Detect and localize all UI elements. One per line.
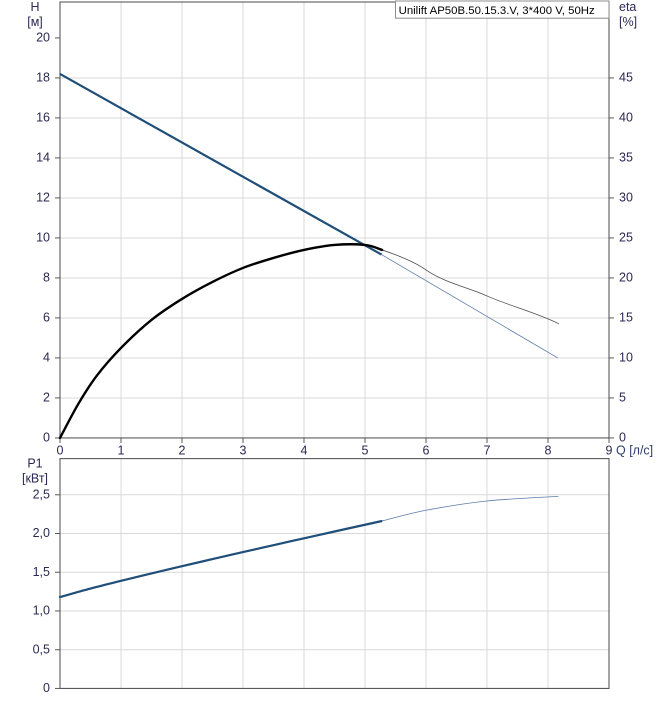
- svg-text:20: 20: [36, 31, 50, 45]
- svg-text:16: 16: [36, 111, 50, 125]
- svg-text:eta: eta: [619, 0, 636, 14]
- svg-text:8: 8: [545, 444, 552, 458]
- svg-text:20: 20: [619, 271, 633, 285]
- svg-text:8: 8: [43, 271, 50, 285]
- svg-text:9: 9: [606, 444, 613, 458]
- svg-text:2,0: 2,0: [33, 526, 50, 540]
- svg-text:7: 7: [484, 444, 491, 458]
- svg-text:14: 14: [36, 151, 50, 165]
- svg-text:35: 35: [619, 151, 633, 165]
- svg-text:30: 30: [619, 191, 633, 205]
- svg-text:Unilift AP50B.50.15.3.V, 3*400: Unilift AP50B.50.15.3.V, 3*400 V, 50Hz: [399, 5, 595, 17]
- svg-text:H: H: [30, 0, 39, 14]
- svg-text:0: 0: [57, 444, 64, 458]
- svg-text:6: 6: [423, 444, 430, 458]
- svg-text:1,5: 1,5: [33, 565, 50, 579]
- svg-text:2: 2: [179, 444, 186, 458]
- svg-text:0: 0: [619, 431, 626, 445]
- svg-text:4: 4: [43, 351, 50, 365]
- svg-text:45: 45: [619, 71, 633, 85]
- svg-text:P1: P1: [27, 457, 42, 471]
- svg-text:0: 0: [43, 431, 50, 445]
- svg-text:[%]: [%]: [619, 15, 637, 29]
- svg-text:1: 1: [118, 444, 125, 458]
- svg-text:15: 15: [619, 311, 633, 325]
- svg-text:[м]: [м]: [27, 15, 43, 29]
- svg-text:5: 5: [619, 391, 626, 405]
- svg-text:12: 12: [36, 191, 50, 205]
- svg-text:4: 4: [301, 444, 308, 458]
- svg-text:3: 3: [240, 444, 247, 458]
- svg-text:10: 10: [619, 351, 633, 365]
- svg-text:10: 10: [36, 231, 50, 245]
- svg-text:40: 40: [619, 111, 633, 125]
- svg-text:5: 5: [362, 444, 369, 458]
- svg-text:Q [л/с]: Q [л/с]: [616, 444, 653, 458]
- svg-text:0,5: 0,5: [33, 642, 50, 656]
- svg-text:6: 6: [43, 311, 50, 325]
- svg-text:[кВт]: [кВт]: [22, 472, 48, 486]
- svg-text:1,0: 1,0: [33, 604, 50, 618]
- svg-text:2,5: 2,5: [33, 487, 50, 501]
- svg-text:18: 18: [36, 71, 50, 85]
- svg-text:2: 2: [43, 391, 50, 405]
- svg-text:25: 25: [619, 231, 633, 245]
- svg-text:0: 0: [43, 681, 50, 695]
